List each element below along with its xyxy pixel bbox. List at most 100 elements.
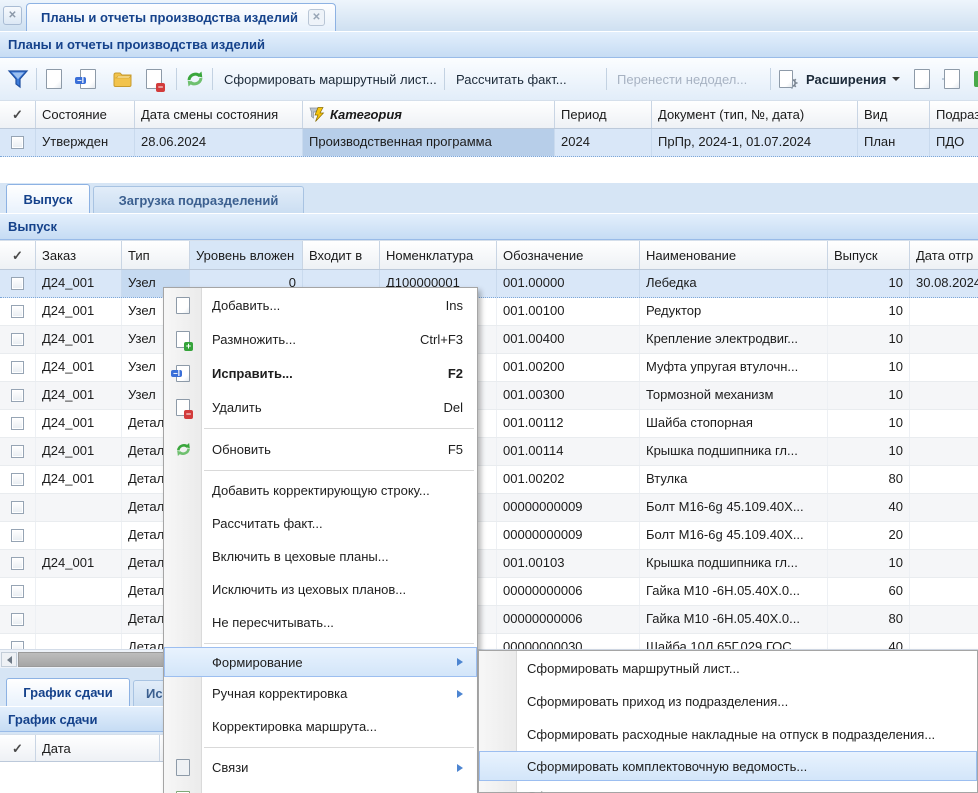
- cell-zakaz[interactable]: Д24_001: [36, 410, 122, 437]
- column-header-vypusk[interactable]: Выпуск: [828, 241, 910, 269]
- cell-vypusk[interactable]: 10: [828, 270, 910, 297]
- column-header-vhodit[interactable]: Входит в: [303, 241, 380, 269]
- cell-zakaz[interactable]: [36, 522, 122, 549]
- cell-vypusk[interactable]: 10: [828, 382, 910, 409]
- column-header-oboznachenie[interactable]: Обозначение: [497, 241, 640, 269]
- form-route-sheet-button[interactable]: Сформировать маршрутный лист...: [224, 71, 437, 87]
- cell-zakaz[interactable]: Д24_001: [36, 298, 122, 325]
- row-checkbox[interactable]: [0, 466, 36, 493]
- select-all-column-header[interactable]: ✓: [0, 101, 36, 128]
- row-checkbox[interactable]: [0, 129, 36, 156]
- table-row[interactable]: Детал 00000000006 Гайка М10 -6Н.05.40Х.0…: [0, 606, 978, 634]
- cell-vypusk[interactable]: 80: [828, 466, 910, 493]
- cell-document[interactable]: ПрПр, 2024-1, 01.07.2024: [652, 129, 858, 156]
- table-row[interactable]: Детал 00000000006 Гайка М10 -6Н.05.40Х.0…: [0, 578, 978, 606]
- table-row[interactable]: Д24_001 Узел 001.00100 Редуктор 10: [0, 298, 978, 326]
- add-document-icon[interactable]: [46, 67, 62, 91]
- cell-zakaz[interactable]: Д24_001: [36, 466, 122, 493]
- cell-naimenovanie[interactable]: Лебедка: [640, 270, 828, 297]
- calculate-fact-button[interactable]: Рассчитать факт...: [456, 71, 567, 87]
- table-row[interactable]: Д24_001 Детал 001.00202 Втулка 80: [0, 466, 978, 494]
- column-header-category[interactable]: Категория: [303, 101, 555, 128]
- cell-podraz[interactable]: ПДО: [936, 134, 965, 149]
- cell-nomenklatura[interactable]: [380, 466, 497, 493]
- table-row[interactable]: Д24_001 Детал 001.00112 Шайба стопорная …: [0, 410, 978, 438]
- select-all-column-header[interactable]: ✓: [0, 735, 36, 761]
- menu-item-razmnozhit[interactable]: + Размножить... Ctrl+F3: [164, 322, 477, 356]
- row-checkbox[interactable]: [0, 606, 36, 633]
- cell-vypusk[interactable]: 20: [828, 522, 910, 549]
- cell-zakaz[interactable]: Д24_001: [36, 550, 122, 577]
- table-row[interactable]: Д24_001 Узел 0 Д100000001 001.00000 Лебе…: [0, 270, 978, 298]
- cell-data-otgr[interactable]: [910, 410, 978, 437]
- menu-item-dobavit[interactable]: Добавить... Ins: [164, 288, 477, 322]
- row-checkbox[interactable]: [0, 522, 36, 549]
- cell-data-otgr[interactable]: [910, 438, 978, 465]
- cell-vypusk[interactable]: 10: [828, 298, 910, 325]
- cell-oboznachenie[interactable]: 001.00400: [497, 326, 640, 353]
- submenu-item-prihod-iz-podrazdeleniya[interactable]: Сформировать приход из подразделения...: [527, 694, 789, 709]
- column-header-uroven[interactable]: Уровень вложен: [190, 241, 303, 269]
- column-header-tip[interactable]: Тип: [122, 241, 190, 269]
- menu-item-dobavit-korr-stroku[interactable]: Добавить корректирующую строку...: [212, 483, 430, 498]
- table-row[interactable]: Д24_001 Детал 001.00114 Крышка подшипник…: [0, 438, 978, 466]
- menu-item-ispravit[interactable]: −I Исправить... F2: [164, 356, 477, 390]
- cell-vypusk[interactable]: 10: [828, 410, 910, 437]
- cell-data-otgr[interactable]: [910, 578, 978, 605]
- row-checkbox[interactable]: [0, 354, 36, 381]
- cell-data-otgr[interactable]: 30.08.2024: [916, 275, 978, 290]
- cell-naimenovanie[interactable]: Гайка М10 -6Н.05.40Х.0...: [640, 606, 828, 633]
- cell-vypusk[interactable]: 60: [828, 578, 910, 605]
- table-row[interactable]: Детал 00000000030 Шайба 10Л.65Г.029 ГОС.…: [0, 634, 978, 649]
- row-checkbox[interactable]: [0, 494, 36, 521]
- cell-nomenklatura[interactable]: [380, 634, 497, 649]
- menu-item-partial[interactable]: +: [164, 784, 477, 793]
- column-header-state-date[interactable]: Дата смены состояния: [135, 101, 303, 128]
- cell-nomenklatura[interactable]: Д100000001: [380, 270, 497, 297]
- row-checkbox[interactable]: [0, 634, 36, 649]
- cell-naimenovanie[interactable]: Болт М16-6g 45.109.40Х...: [640, 522, 828, 549]
- filter-icon[interactable]: [7, 67, 29, 91]
- cell-vypusk[interactable]: 40: [828, 494, 910, 521]
- cell-vypusk[interactable]: 40: [828, 634, 910, 649]
- cell-nomenklatura[interactable]: [380, 326, 497, 353]
- cell-data-otgr[interactable]: [910, 494, 978, 521]
- row-checkbox[interactable]: [0, 326, 36, 353]
- column-header-period[interactable]: Период: [555, 101, 652, 128]
- cell-oboznachenie[interactable]: 00000000009: [497, 494, 640, 521]
- cell-zakaz[interactable]: [36, 578, 122, 605]
- cell-nomenklatura[interactable]: [380, 354, 497, 381]
- menu-item-vklyuchit-v-tsehovye[interactable]: Включить в цеховые планы...: [212, 549, 389, 564]
- submenu-item-marshrutnyj-list[interactable]: Сформировать маршрутный лист...: [527, 660, 740, 676]
- close-all-tabs-button[interactable]: ✕: [3, 6, 22, 25]
- export-document-icon[interactable]: [914, 67, 930, 91]
- tab-grafik-sdachi[interactable]: График сдачи: [6, 678, 130, 706]
- cell-vypusk[interactable]: 80: [828, 606, 910, 633]
- row-checkbox[interactable]: [0, 550, 36, 577]
- cell-data-otgr[interactable]: [910, 466, 978, 493]
- extensions-button[interactable]: Расширения: [806, 67, 901, 91]
- cell-zakaz[interactable]: [36, 494, 122, 521]
- cell-data-otgr[interactable]: [910, 550, 978, 577]
- column-header-data-otgr[interactable]: Дата отгр: [916, 247, 974, 263]
- column-header-vid[interactable]: Вид: [858, 101, 930, 128]
- cell-vypusk[interactable]: 10: [828, 326, 910, 353]
- column-header-nomenklatura[interactable]: Номенклатура: [380, 241, 497, 269]
- cell-zakaz[interactable]: Д24_001: [36, 382, 122, 409]
- table-row[interactable]: Д24_001 Узел 001.00200 Муфта упругая вту…: [0, 354, 978, 382]
- cell-naimenovanie[interactable]: Шайба стопорная: [640, 410, 828, 437]
- cell-oboznachenie[interactable]: 001.00000: [497, 270, 640, 297]
- document-tab[interactable]: Планы и отчеты производства изделий ✕: [26, 3, 336, 31]
- cell-nomenklatura[interactable]: [380, 578, 497, 605]
- cell-nomenklatura[interactable]: [380, 298, 497, 325]
- cell-period[interactable]: 2024: [555, 129, 652, 156]
- cell-oboznachenie[interactable]: 001.00202: [497, 466, 640, 493]
- select-all-column-header[interactable]: ✓: [0, 241, 36, 269]
- tab-close-icon[interactable]: ✕: [307, 9, 325, 26]
- cell-nomenklatura[interactable]: [380, 606, 497, 633]
- row-checkbox[interactable]: [0, 410, 36, 437]
- cell-oboznachenie[interactable]: 00000000006: [497, 606, 640, 633]
- menu-item-ruchnaya-korrektirovka[interactable]: Ручная корректировка: [164, 677, 477, 710]
- column-header-data[interactable]: Дата: [36, 735, 160, 761]
- cell-state-date[interactable]: 28.06.2024: [135, 129, 303, 156]
